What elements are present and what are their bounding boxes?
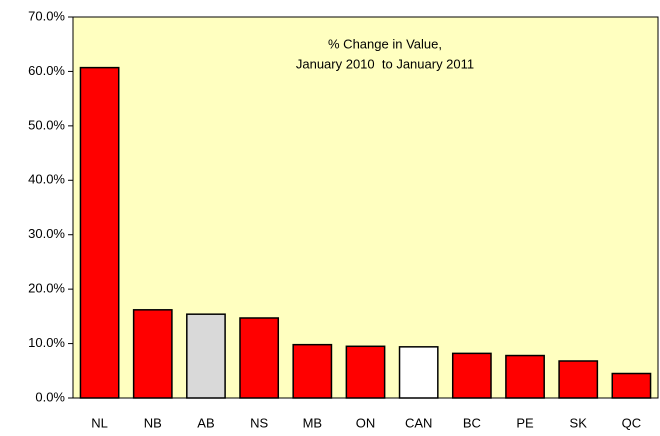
x-tick-label: NS — [250, 415, 268, 430]
y-tick-label: 30.0% — [28, 226, 65, 241]
y-tick-label: 60.0% — [28, 63, 65, 78]
y-tick-label: 0.0% — [35, 389, 65, 404]
y-tick-label: 50.0% — [28, 117, 65, 132]
bar — [186, 313, 226, 399]
bar — [345, 345, 386, 399]
bar — [558, 360, 599, 399]
x-tick-label: MB — [303, 415, 323, 430]
chart-title: January 2010 to January 2011 — [296, 56, 474, 71]
bar — [292, 343, 333, 399]
bar — [79, 66, 120, 399]
bar — [611, 372, 652, 399]
y-tick-label: 10.0% — [28, 335, 65, 350]
x-tick-label: CAN — [405, 415, 432, 430]
bar — [505, 354, 545, 399]
x-tick-label: NB — [144, 415, 162, 430]
bar — [132, 309, 173, 399]
chart-title: % Change in Value, — [328, 36, 442, 51]
x-tick-label: ON — [356, 415, 376, 430]
y-tick-label: 70.0% — [28, 8, 65, 23]
bar — [451, 352, 492, 399]
x-tick-label: QC — [622, 415, 642, 430]
y-tick-label: 40.0% — [28, 172, 65, 187]
bar — [398, 346, 439, 399]
x-tick-label: SK — [570, 415, 588, 430]
x-tick-label: BC — [463, 415, 481, 430]
x-tick-label: NL — [91, 415, 108, 430]
y-tick-label: 20.0% — [28, 281, 65, 296]
x-tick-label: PE — [516, 415, 534, 430]
x-tick-label: AB — [197, 415, 214, 430]
bar — [239, 317, 280, 399]
